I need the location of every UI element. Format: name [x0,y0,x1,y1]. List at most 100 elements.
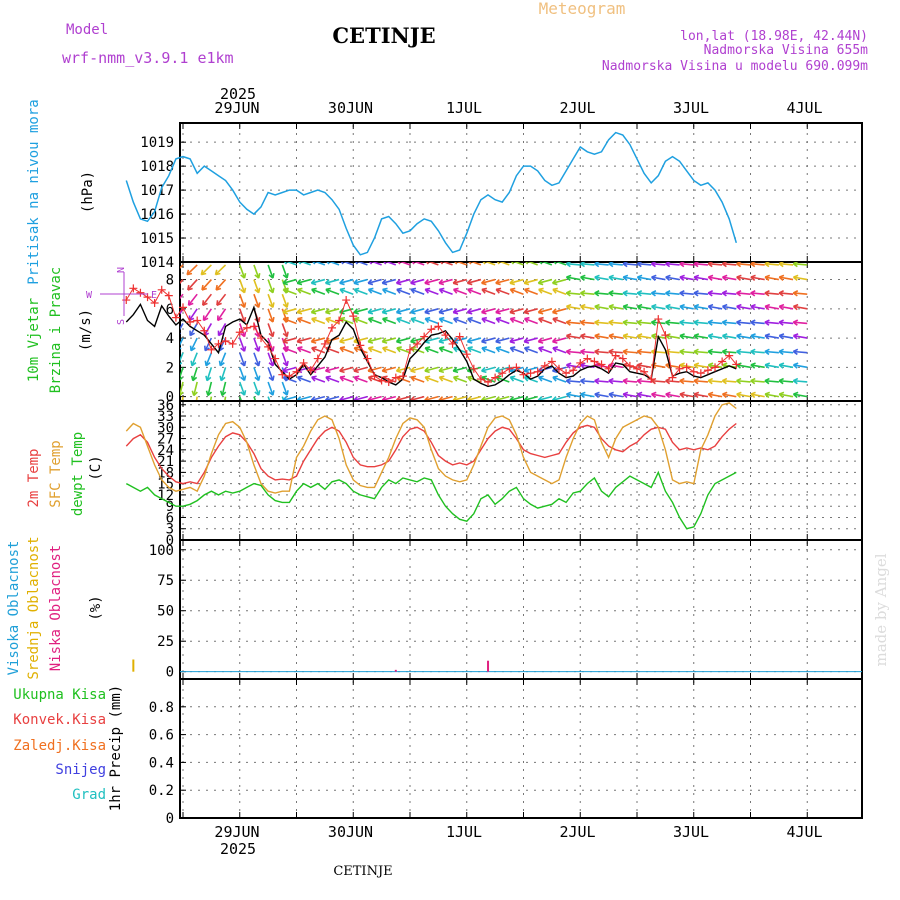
wind-arrow [764,321,779,325]
y-tick-label: 0.4 [149,755,174,771]
wind-arrow-head [296,346,303,353]
wind-arrow-head [594,303,600,311]
wind-arrow-head [325,287,331,294]
wind-arrow [736,364,751,369]
y-tick-label: 0.2 [149,783,174,799]
wind-arrow-head [190,360,197,367]
wind-arrow-head [324,308,331,315]
wind-arrow [793,334,808,339]
wind-arrow [665,364,680,369]
wind-arrow [424,308,439,314]
pressure-axis-label: Pritisak na nivou mora [26,99,42,284]
wind-arrow-head [481,287,488,294]
wind-arrow [679,276,694,281]
wind-arrow [779,262,794,266]
wind-arrow [552,376,567,383]
wind-gust-marker [313,354,322,363]
top-year-label: 2025 [220,85,256,103]
wind-arrow [150,367,154,380]
wind-arrow [552,288,567,295]
wind-arrow [679,379,694,383]
wind-arrow-head [778,377,784,385]
wind-arrow [779,334,794,339]
wind-gust-marker [455,332,464,341]
wind-gust-marker [526,369,535,378]
wind-arrow [665,292,680,295]
wind-arrow-head [254,375,261,382]
wind-arrow-head [339,337,345,344]
wind-arrow-head [565,362,572,369]
wind-arrow-head [495,366,501,374]
wind-arrow-head [594,290,600,297]
wind-arrow [594,393,609,398]
wind-arrow [708,334,723,339]
wind-arrow-head [189,330,195,337]
wind-arrow-head [721,290,728,297]
wind-arrow-head [693,262,699,268]
wind-arrow-head [467,287,473,294]
precip-legend-item: Ukupna Kisa [13,687,106,703]
wind-arrow-head [117,285,122,290]
wind-arrow-head [636,377,643,385]
wind-arrow [325,308,340,314]
wind-gust-marker [562,369,571,378]
wind-arrow [708,393,723,398]
wind-arrow [651,292,666,295]
wind-arrow [637,276,652,281]
wind-arrow-head [311,346,317,353]
wind-arrow-head [523,316,530,324]
wind-gust-marker [377,376,386,385]
wind-gust-marker [547,357,556,366]
wind-arrow-head [792,333,799,340]
wind-arrow [253,396,257,401]
wind-arrow-head [736,348,742,356]
wind-arrow [281,293,288,308]
wind-arrow-head [353,308,359,315]
y-tick-label: 0 [166,533,174,549]
footer-station: CETINJE [333,864,392,879]
wind-arrow-head [145,285,150,290]
wind-arrow [708,292,723,295]
panel-wind: 0 2 4 6 8 [116,259,863,406]
y-tick-label: 36 [157,398,174,414]
wind-arrow-head [438,308,445,315]
wind-arrow-head [353,287,360,294]
wind-arrow [608,364,623,369]
wind-gust-marker [583,354,592,363]
wind-gust-marker [611,351,620,360]
y-tick-label: 6 [166,302,174,318]
wind-arrow-head [424,375,431,382]
model-altitude-label: Nadmorska Visina u modelu 690.099m [602,59,868,74]
wind-arrow [779,292,794,295]
wind-arrow-head [150,391,155,396]
top-x-tick-labels: 29JUN 30JUN 1JUL 2JUL 3JUL 4JUL [214,99,822,117]
wind-arrow-head [186,269,193,276]
wind-arrow [151,382,154,396]
wind-arrow [385,262,397,266]
wind-arrow-head [750,377,756,385]
wind-arrow [693,292,709,295]
wind-arrow [566,379,581,383]
x-tick-label-top: 2JUL [559,99,595,117]
wind-arrow [481,337,496,343]
wind-arrow-head [495,287,502,294]
wind-arrow [354,317,368,325]
wind-arrow [679,393,694,398]
wind-arrow [424,278,439,284]
wind-arrow-head [721,319,728,326]
wind-arrow-head [608,391,614,399]
wind-arrow [793,276,808,281]
wind-arrow-head [537,308,544,315]
wind-arrow [180,323,184,331]
wind-arrow-head [707,262,714,268]
wind-arrow-head [120,361,125,366]
wind-arrow [217,323,227,336]
wind-arrow-head [217,330,224,337]
wind-arrow-head [764,377,770,385]
wind-arrow [679,305,694,310]
wind-arrow-head [481,337,487,344]
wind-arrow [651,379,666,383]
wind-arrow-head [191,390,198,397]
wind-gust-marker [278,370,287,379]
